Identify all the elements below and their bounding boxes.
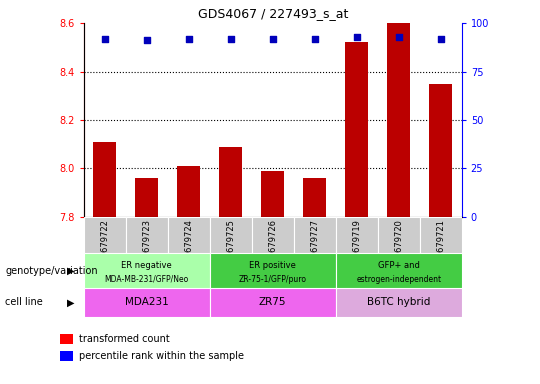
Point [436, 35, 445, 41]
Bar [345, 43, 368, 217]
Bar [177, 166, 200, 217]
Text: GSM679723: GSM679723 [142, 219, 151, 270]
Bar [294, 217, 336, 253]
Bar [60, 351, 73, 361]
Bar [210, 288, 336, 317]
Text: GFP+ and: GFP+ and [378, 261, 420, 270]
Text: percentile rank within the sample: percentile rank within the sample [79, 351, 245, 361]
Point [100, 35, 109, 41]
Bar [252, 217, 294, 253]
Point [226, 35, 235, 41]
Bar [126, 217, 168, 253]
Text: cell line: cell line [5, 297, 43, 308]
Text: transformed count: transformed count [79, 334, 170, 344]
Text: GSM679726: GSM679726 [268, 219, 277, 270]
Text: ▶: ▶ [67, 266, 75, 276]
Bar [336, 288, 462, 317]
Bar [168, 217, 210, 253]
Text: ER positive: ER positive [249, 261, 296, 270]
Bar [377, 217, 420, 253]
Bar [60, 334, 73, 344]
Bar [84, 288, 210, 317]
Bar [93, 142, 116, 217]
Text: genotype/variation: genotype/variation [5, 266, 98, 276]
Text: GSM679721: GSM679721 [436, 219, 445, 270]
Point [184, 35, 193, 41]
Point [143, 37, 151, 43]
Text: ZR-75-1/GFP/puro: ZR-75-1/GFP/puro [239, 275, 307, 284]
Bar [219, 147, 242, 217]
Point [268, 35, 277, 41]
Text: MDA-MB-231/GFP/Neo: MDA-MB-231/GFP/Neo [105, 275, 189, 284]
Bar [135, 178, 158, 217]
Bar [210, 217, 252, 253]
Text: GSM679725: GSM679725 [226, 219, 235, 270]
Text: B6TC hybrid: B6TC hybrid [367, 297, 430, 308]
Text: MDA231: MDA231 [125, 297, 168, 308]
Bar [336, 253, 462, 288]
Point [310, 35, 319, 41]
Bar [261, 171, 284, 217]
Text: GSM679727: GSM679727 [310, 219, 319, 270]
Bar [303, 178, 326, 217]
Bar [210, 253, 336, 288]
Bar [84, 253, 210, 288]
Text: ▶: ▶ [67, 297, 75, 308]
Text: estrogen-independent: estrogen-independent [356, 275, 441, 284]
Bar [387, 23, 410, 217]
Title: GDS4067 / 227493_s_at: GDS4067 / 227493_s_at [198, 7, 348, 20]
Bar [429, 84, 453, 217]
Bar [84, 217, 126, 253]
Bar [420, 217, 462, 253]
Bar [336, 217, 377, 253]
Point [394, 33, 403, 40]
Text: ZR75: ZR75 [259, 297, 286, 308]
Text: GSM679722: GSM679722 [100, 219, 109, 270]
Text: GSM679720: GSM679720 [394, 219, 403, 270]
Text: GSM679719: GSM679719 [352, 219, 361, 270]
Text: ER negative: ER negative [122, 261, 172, 270]
Point [353, 33, 361, 40]
Text: GSM679724: GSM679724 [184, 219, 193, 270]
